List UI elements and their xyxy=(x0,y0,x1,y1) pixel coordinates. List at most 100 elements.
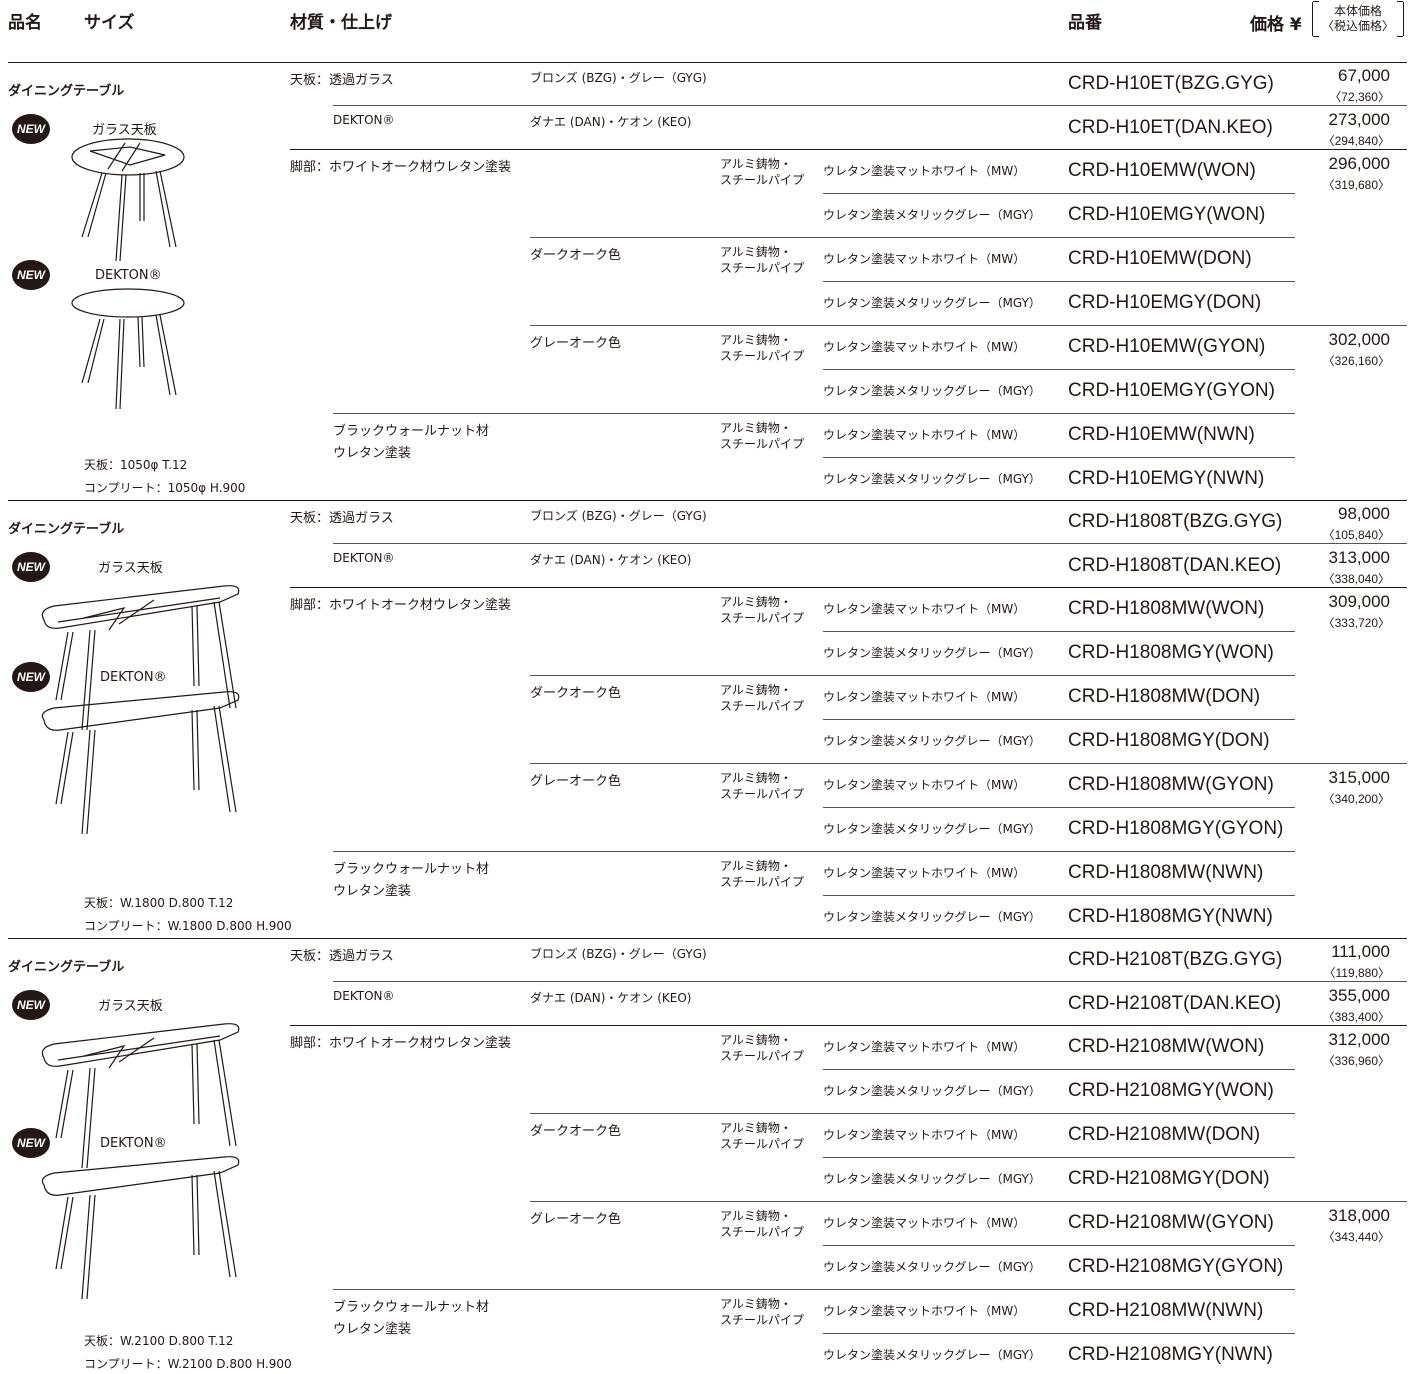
part-number: CRD-H1808T(BZG.GYG) xyxy=(1068,511,1283,532)
header-part-number: 品番 xyxy=(1068,13,1102,33)
finish-matte-white: ウレタン塗装マットホワイト（MW） xyxy=(823,690,1026,704)
row-divider xyxy=(823,1157,1295,1158)
glass-top-label: ガラス天板 xyxy=(98,561,163,576)
finish-metallic-grey: ウレタン塗装メタリックグレー（MGY） xyxy=(823,384,1041,398)
part-number: CRD-H1808T(DAN.KEO) xyxy=(1068,555,1282,576)
price: 296,000 xyxy=(1328,154,1390,173)
price: 98,000 xyxy=(1338,504,1390,523)
new-badge: NEW xyxy=(12,552,50,582)
price-tax-included: 〈319,680〉 xyxy=(1322,178,1390,192)
finish-metallic-grey: ウレタン塗装メタリックグレー（MGY） xyxy=(823,1084,1041,1098)
new-badge: NEW xyxy=(12,114,50,144)
price: 309,000 xyxy=(1328,592,1390,611)
part-number: CRD-H2108MGY(NWN) xyxy=(1068,1344,1273,1365)
finish-metallic-grey: ウレタン塗装メタリックグレー（MGY） xyxy=(823,1348,1041,1362)
new-badge: NEW xyxy=(12,1128,50,1158)
part-number: CRD-H1808MW(GYON) xyxy=(1068,774,1274,795)
leg-base-material-line2: スチールパイプ xyxy=(720,1049,805,1063)
part-number: CRD-H10EMGY(GYON) xyxy=(1068,380,1275,401)
finish-metallic-grey: ウレタン塗装メタリックグレー（MGY） xyxy=(823,734,1041,748)
leg-base-material-line1: アルミ鋳物・ xyxy=(720,157,792,171)
row-divider xyxy=(290,1025,1407,1026)
part-number: CRD-H2108MW(DON) xyxy=(1068,1124,1261,1145)
product-title: ダイニングテーブル xyxy=(8,960,125,975)
complete-dimensions: コンプリート：1050φ H.900 xyxy=(84,481,246,495)
header-material: 材質・仕上げ xyxy=(290,13,392,33)
finish-matte-white: ウレタン塗装マットホワイト（MW） xyxy=(823,778,1026,792)
row-divider xyxy=(530,675,1295,676)
row-divider xyxy=(333,413,530,414)
leg-base-material-line1: アルミ鋳物・ xyxy=(720,595,792,609)
row-divider xyxy=(823,895,1295,896)
top-dekton-color: ダナエ (DAN)・ケオン (KEO) xyxy=(530,553,692,567)
finish-matte-white: ウレタン塗装マットホワイト（MW） xyxy=(823,1040,1026,1054)
header-name: 品名 xyxy=(8,13,42,33)
price-tax-included: 〈72,360〉 xyxy=(1329,90,1390,104)
part-number: CRD-H2108MW(WON) xyxy=(1068,1036,1265,1057)
row-divider xyxy=(823,719,1295,720)
part-number: CRD-H2108T(BZG.GYG) xyxy=(1068,949,1283,970)
leg-base-material-line1: アルミ鋳物・ xyxy=(720,771,792,785)
price: 355,000 xyxy=(1328,986,1390,1005)
price: 111,000 xyxy=(1331,942,1390,961)
section-top-divider xyxy=(8,500,1407,501)
leg-color-grey-oak: グレーオーク色 xyxy=(530,1212,622,1227)
row-divider xyxy=(823,193,1295,194)
row-divider xyxy=(530,1113,1295,1114)
finish-matte-white: ウレタン塗装マットホワイト（MW） xyxy=(823,866,1026,880)
leg-base-material-line1: アルミ鋳物・ xyxy=(720,859,792,873)
complete-dimensions: コンプリート：W.2100 D.800 H.900 xyxy=(84,1357,292,1371)
row-divider xyxy=(530,1289,1295,1290)
row-divider xyxy=(530,325,1407,326)
row-divider xyxy=(290,587,1407,588)
row-divider xyxy=(823,1069,1295,1070)
header-price: 価格 ¥ xyxy=(1250,15,1302,35)
price-tax-included: 〈336,960〉 xyxy=(1322,1054,1390,1068)
leg-base-material-line2: スチールパイプ xyxy=(720,611,805,625)
price-note-line1: 本体価格 xyxy=(1333,4,1382,18)
finish-matte-white: ウレタン塗装マットホワイト（MW） xyxy=(823,340,1026,354)
finish-matte-white: ウレタン塗装マットホワイト（MW） xyxy=(823,602,1026,616)
price-tax-included: 〈383,400〉 xyxy=(1322,1010,1390,1024)
leg-base-material-line1: アルミ鋳物・ xyxy=(720,683,792,697)
top-dekton-material: DEKTON® xyxy=(333,989,395,1003)
row-divider xyxy=(823,807,1295,808)
price: 273,000 xyxy=(1328,110,1390,129)
row-divider xyxy=(530,1201,1407,1202)
round-glass-table-illustration xyxy=(71,138,185,262)
top-dimensions: 天板：W.2100 D.800 T.12 xyxy=(84,1334,234,1348)
dekton-top-label: DEKTON® xyxy=(100,1136,167,1151)
leg-color-grey-oak: グレーオーク色 xyxy=(530,774,622,789)
price-tax-included: 〈326,160〉 xyxy=(1322,354,1390,368)
top-glass-color: ブロンズ (BZG)・グレー（GYG) xyxy=(530,71,707,85)
leg-base-material-line1: アルミ鋳物・ xyxy=(720,1297,792,1311)
leg-base-material-line2: スチールパイプ xyxy=(720,349,805,363)
leg-material: 脚部：ホワイトオーク材ウレタン塗装 xyxy=(290,1036,512,1051)
price: 313,000 xyxy=(1328,548,1390,567)
price: 318,000 xyxy=(1328,1206,1390,1225)
leg-base-material-line1: アルミ鋳物・ xyxy=(720,1033,792,1047)
product-title: ダイニングテーブル xyxy=(8,522,125,537)
leg-base-material-line1: アルミ鋳物・ xyxy=(720,333,792,347)
leg-color-dark-oak: ダークオーク色 xyxy=(530,1124,622,1139)
part-number: CRD-H10EMW(DON) xyxy=(1068,248,1252,269)
part-number: CRD-H1808MGY(NWN) xyxy=(1068,906,1273,927)
top-dekton-color: ダナエ (DAN)・ケオン (KEO) xyxy=(530,115,692,129)
price-tax-included: 〈119,880〉 xyxy=(1323,966,1391,980)
leg-base-material-line2: スチールパイプ xyxy=(720,261,805,275)
finish-matte-white: ウレタン塗装マットホワイト（MW） xyxy=(823,428,1026,442)
new-badge: NEW xyxy=(12,260,50,290)
price-tax-included: 〈105,840〉 xyxy=(1322,528,1390,542)
rect-dekton-table-illustration xyxy=(41,1156,240,1300)
leg-base-material-line1: アルミ鋳物・ xyxy=(720,1121,792,1135)
finish-matte-white: ウレタン塗装マットホワイト（MW） xyxy=(823,1304,1026,1318)
part-number: CRD-H10EMGY(DON) xyxy=(1068,292,1262,313)
leg-base-material-line1: アルミ鋳物・ xyxy=(720,421,792,435)
rect-dekton-table-illustration xyxy=(41,691,240,835)
header-size: サイズ xyxy=(84,13,135,33)
new-badge: NEW xyxy=(12,990,50,1020)
row-divider xyxy=(530,237,1295,238)
finish-matte-white: ウレタン塗装マットホワイト（MW） xyxy=(823,252,1026,266)
finish-metallic-grey: ウレタン塗装メタリックグレー（MGY） xyxy=(823,296,1041,310)
leg-walnut-line2: ウレタン塗装 xyxy=(333,446,412,461)
